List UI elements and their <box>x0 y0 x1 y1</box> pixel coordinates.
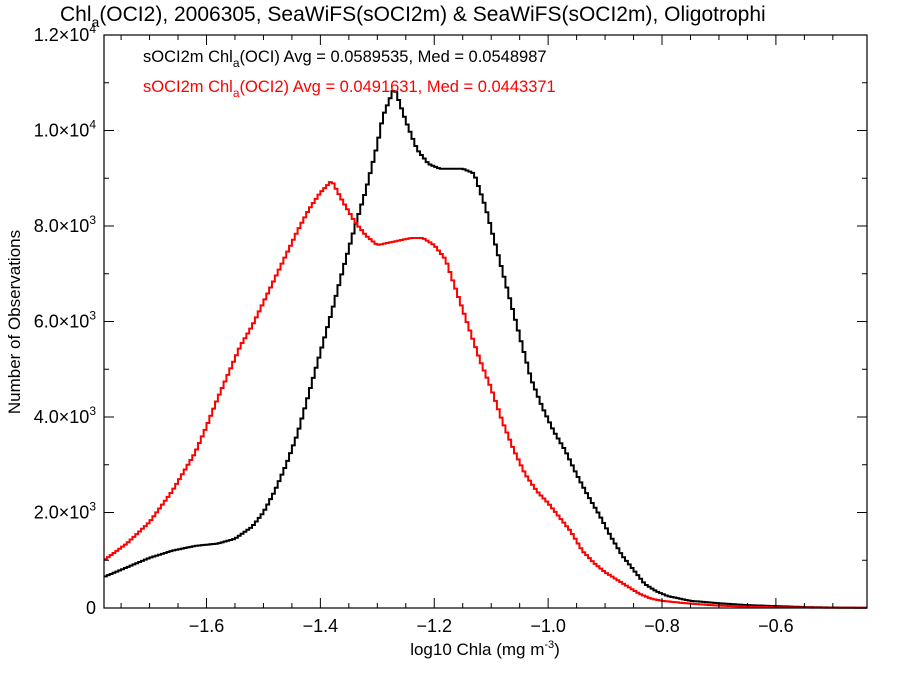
legend-oci2-prefix: sOCI2m Chl <box>143 78 233 96</box>
axis-ticks <box>104 34 867 609</box>
legend-oci-sub: a <box>233 56 240 70</box>
x-axis-label: log10 Chla (mg m-3) <box>410 639 560 659</box>
x-tick-label: −1.4 <box>303 616 339 636</box>
x-tick-label: −0.8 <box>644 616 680 636</box>
legend-entry-oci2: sOCI2m Chla(OCI2) Avg = 0.0491631, Med =… <box>143 78 556 100</box>
legend-oci-suffix: (OCI) Avg = 0.0589535, Med = 0.0548987 <box>240 48 547 66</box>
y-tick-label: 1.2×104 <box>34 22 97 45</box>
x-axis-label-main: log10 Chla (mg m <box>410 640 544 659</box>
x-axis-label-sup: -3 <box>544 639 554 651</box>
plot-frame <box>103 34 868 609</box>
legend-oci2-suffix: (OCI2) Avg = 0.0491631, Med = 0.0443371 <box>240 78 556 96</box>
chart-title: Chla(OCI2), 2006305, SeaWiFS(sOCI2m) & S… <box>60 3 766 30</box>
legend-oci2-sub: a <box>233 86 240 100</box>
y-tick-label: 1.0×104 <box>34 118 97 141</box>
x-tick-label: −0.6 <box>758 616 794 636</box>
x-tick-label: −1.6 <box>189 616 225 636</box>
y-tick-label: 8.0×103 <box>34 213 97 236</box>
legend-oci-prefix: sOCI2m Chl <box>143 48 233 66</box>
title-subscript: a <box>92 14 100 30</box>
x-tick-labels: −1.6 −1.4 −1.2 −1.0 −0.8 −0.6 <box>189 616 794 636</box>
title-prefix: Chl <box>60 3 92 26</box>
plot-series <box>104 90 867 609</box>
y-tick-label: 6.0×103 <box>34 309 97 332</box>
title-suffix: (OCI2), 2006305, SeaWiFS(sOCI2m) & SeaWi… <box>99 3 765 26</box>
y-axis-label: Number of Observations <box>5 230 24 414</box>
legend-entry-oci: sOCI2m Chla(OCI) Avg = 0.0589535, Med = … <box>143 48 547 70</box>
x-tick-label: −1.2 <box>416 616 452 636</box>
y-tick-label: 4.0×103 <box>34 404 97 427</box>
series-line-0 <box>104 90 867 609</box>
series-line-1 <box>104 181 867 609</box>
y-tick-label: 2.0×103 <box>34 500 97 523</box>
y-tick-labels: 0 2.0×103 4.0×103 6.0×103 8.0×103 1.0×104 1.2×… <box>34 22 97 618</box>
x-axis-label-close: ) <box>554 640 560 659</box>
x-tick-label: −1.0 <box>530 616 566 636</box>
y-tick-label: 0 <box>86 598 96 618</box>
